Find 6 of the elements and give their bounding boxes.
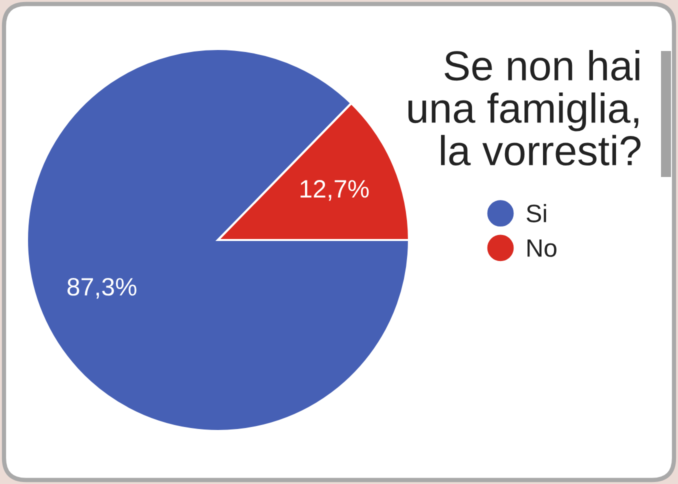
legend-label: No	[528, 239, 556, 257]
data-label: 12,7%	[300, 180, 369, 201]
data-label: 87,3%	[67, 278, 136, 299]
legend-label: Si	[526, 204, 546, 222]
pie-slice	[26, 48, 410, 432]
text: Se non hai una famiglia, la vorresti?	[408, 50, 640, 166]
